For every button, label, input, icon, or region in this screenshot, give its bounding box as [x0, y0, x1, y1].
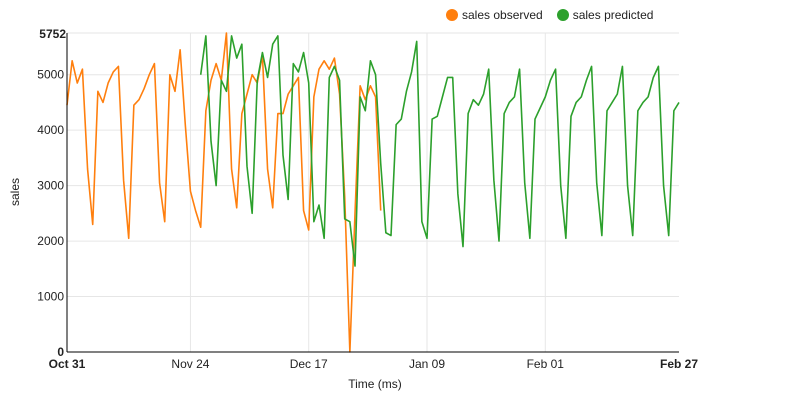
x-tick-label: Feb 27	[660, 357, 698, 371]
x-tick-label: Feb 01	[527, 357, 565, 371]
series-line-predicted	[199, 35, 680, 267]
legend-label-predicted: sales predicted	[572, 8, 654, 22]
y-tick-label: 4000	[37, 123, 64, 137]
y-tick-label: 5000	[37, 68, 64, 82]
y-tick-label: 1000	[37, 290, 64, 304]
y-tick-label: 2000	[37, 234, 64, 248]
x-axis-title: Time (ms)	[348, 377, 402, 391]
grid-lines	[67, 32, 679, 352]
x-tick-label: Oct 31	[49, 357, 86, 371]
series-layer	[66, 32, 680, 353]
x-tick-label: Dec 17	[290, 357, 328, 371]
x-tick-label: Jan 09	[409, 357, 445, 371]
legend-swatch-predicted	[556, 9, 569, 21]
y-tick-label: 3000	[37, 179, 64, 193]
y-tick-label: 0	[57, 345, 64, 359]
legend-item-observed[interactable]: sales observed	[446, 8, 543, 22]
y-axis-title: sales	[8, 178, 22, 206]
y-max-label: 5752	[39, 27, 66, 41]
legend-label-observed: sales observed	[462, 8, 543, 22]
series-line-observed	[66, 32, 382, 353]
legend-swatch-observed	[446, 9, 458, 21]
legend-item-predicted[interactable]: sales predicted	[556, 8, 654, 22]
axes-layer: 0 1000 2000 3000 4000 5000 Oct 31 Nov 24 Dec 17 J…	[37, 33, 698, 371]
x-tick-label: Nov 24	[171, 357, 209, 371]
chart-legend: sales observed sales predicted	[446, 8, 653, 22]
